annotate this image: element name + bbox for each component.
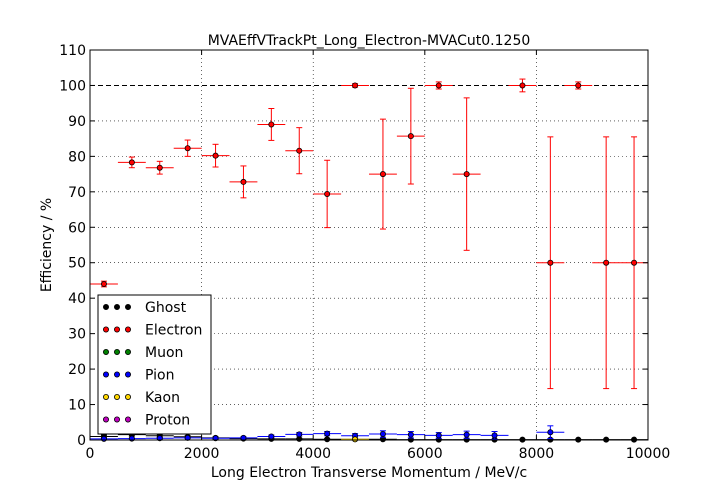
axis-ticks: 0 2000 4000 6000 8000 10000 0 10 20 30 40 50 60 70 80 9… bbox=[59, 43, 670, 462]
data-point bbox=[268, 433, 275, 440]
legend: Ghost Electron Muon Pion Kaon Proton bbox=[97, 294, 212, 435]
legend-marker bbox=[103, 371, 110, 378]
data-point bbox=[324, 190, 331, 197]
y-tick-label: 40 bbox=[68, 291, 86, 307]
legend-item-proton: Proton bbox=[103, 413, 190, 429]
x-tick-label: 6000 bbox=[407, 446, 443, 462]
y-tick-label: 60 bbox=[68, 220, 86, 236]
legend-marker bbox=[114, 348, 121, 355]
legend-label: Kaon bbox=[145, 390, 180, 406]
chart-title: MVAEffVTrackPt_Long_Electron-MVACut0.125… bbox=[208, 33, 531, 49]
x-tick-label: 8000 bbox=[519, 446, 555, 462]
legend-marker bbox=[125, 416, 132, 423]
data-point bbox=[463, 431, 470, 438]
x-tick-label: 0 bbox=[86, 446, 95, 462]
legend-label: Ghost bbox=[145, 300, 187, 316]
legend-marker bbox=[103, 303, 110, 310]
y-tick-label: 80 bbox=[68, 149, 86, 165]
data-point bbox=[631, 259, 638, 266]
y-tick-label: 10 bbox=[68, 398, 86, 414]
data-point bbox=[463, 171, 470, 178]
data-point bbox=[184, 145, 191, 152]
data-point bbox=[296, 147, 303, 154]
data-point bbox=[491, 432, 498, 439]
y-tick-label: 110 bbox=[59, 43, 86, 59]
legend-item-ghost: Ghost bbox=[103, 300, 187, 316]
legend-item-muon: Muon bbox=[103, 345, 183, 361]
legend-marker bbox=[125, 348, 132, 355]
x-tick-label: 10000 bbox=[626, 446, 671, 462]
data-point bbox=[547, 259, 554, 266]
data-point bbox=[100, 435, 107, 442]
data-point bbox=[407, 431, 414, 438]
data-point bbox=[547, 429, 554, 436]
legend-label: Proton bbox=[145, 413, 190, 429]
data-point bbox=[379, 171, 386, 178]
legend-item-electron: Electron bbox=[103, 323, 202, 339]
data-point bbox=[156, 164, 163, 171]
y-tick-label: 30 bbox=[68, 327, 86, 343]
y-tick-label: 20 bbox=[68, 362, 86, 378]
data-point bbox=[268, 121, 275, 128]
legend-label: Muon bbox=[145, 345, 183, 361]
legend-marker bbox=[125, 303, 132, 310]
data-point bbox=[352, 436, 359, 443]
legend-marker bbox=[114, 371, 121, 378]
x-tick-label: 4000 bbox=[295, 446, 331, 462]
data-point bbox=[435, 82, 442, 89]
legend-marker bbox=[103, 416, 110, 423]
data-point bbox=[296, 431, 303, 438]
legend-box bbox=[97, 294, 212, 435]
data-point bbox=[379, 430, 386, 437]
data-point bbox=[212, 152, 219, 159]
y-tick-label: 70 bbox=[68, 185, 86, 201]
data-point bbox=[407, 133, 414, 140]
legend-label: Electron bbox=[145, 323, 202, 339]
data-point bbox=[128, 159, 135, 166]
x-axis-title: Long Electron Transverse Momentum / MeV/… bbox=[211, 465, 527, 481]
data-point bbox=[240, 178, 247, 185]
legend-marker bbox=[125, 371, 132, 378]
y-axis-title: Efficiency / % bbox=[39, 198, 55, 292]
legend-marker bbox=[103, 348, 110, 355]
plot-frame bbox=[89, 49, 649, 441]
legend-item-kaon: Kaon bbox=[103, 390, 180, 406]
x-tick-label: 2000 bbox=[184, 446, 220, 462]
data-point bbox=[435, 432, 442, 439]
data-point bbox=[575, 82, 582, 89]
y-tick-label: 100 bbox=[59, 78, 86, 94]
legend-marker bbox=[103, 393, 110, 400]
legend-label: Pion bbox=[145, 368, 174, 384]
legend-marker bbox=[114, 416, 121, 423]
y-tick-label: 0 bbox=[77, 433, 86, 449]
legend-marker bbox=[114, 303, 121, 310]
y-tick-label: 50 bbox=[68, 256, 86, 272]
data-point bbox=[100, 280, 107, 287]
legend-marker bbox=[114, 393, 121, 400]
data-point bbox=[324, 430, 331, 437]
data-point bbox=[519, 82, 526, 89]
data-point bbox=[352, 82, 359, 89]
data-point bbox=[324, 436, 331, 443]
data-point bbox=[603, 259, 610, 266]
y-tick-label: 90 bbox=[68, 114, 86, 130]
legend-marker bbox=[114, 326, 121, 333]
legend-item-pion: Pion bbox=[103, 368, 174, 384]
legend-marker bbox=[125, 393, 132, 400]
legend-marker bbox=[125, 326, 132, 333]
legend-marker bbox=[103, 326, 110, 333]
series-pion bbox=[90, 425, 565, 442]
